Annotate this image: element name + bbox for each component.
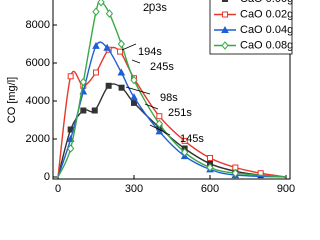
marker: [131, 99, 137, 106]
annotation: 245s: [150, 61, 174, 73]
plot-frame: [52, 0, 291, 180]
legend-label: CaO 0.08g: [240, 39, 293, 51]
annotation: 145s: [180, 133, 204, 145]
page: {"chart_data": {"type": "line", "y_label…: [5, 0, 296, 195]
y-tick-label: 2000: [26, 133, 50, 145]
marker: [130, 75, 138, 85]
y-tick-label: 0: [44, 171, 50, 183]
legend-marker: [222, 0, 228, 2]
annotation: 251s: [168, 107, 192, 119]
marker: [92, 7, 100, 16]
marker: [117, 48, 124, 55]
legend-marker: [221, 25, 229, 33]
y-axis-title: CO [mg/l]: [6, 77, 18, 123]
annotation: 203s: [143, 2, 167, 14]
y-tick-label: 6000: [26, 57, 50, 69]
marker: [97, 0, 105, 7]
marker: [118, 84, 125, 91]
annotation-arrow: [125, 86, 151, 95]
marker: [117, 39, 125, 49]
marker: [79, 77, 87, 87]
marker: [181, 137, 188, 144]
x-tick-label: 900: [277, 183, 295, 195]
legend-label: CaO 0.00g: [240, 0, 293, 5]
legend-label: CaO 0.02g: [240, 8, 293, 20]
marker: [231, 168, 239, 178]
marker: [67, 144, 75, 153]
annotation-arrow: [131, 59, 141, 64]
marker: [207, 155, 213, 161]
x-tick-label: 600: [201, 183, 219, 195]
annotation-arrow: [149, 124, 171, 136]
legend: CaO 0.00g CaO 0.02g CaO 0.04g CaO 0.08g: [209, 0, 293, 55]
chart: CO [mg/l] 0 2000 4000 6000 8000 0 300 600 900 203…: [6, 0, 295, 195]
marker: [206, 163, 214, 172]
legend-marker: [222, 11, 228, 18]
marker: [130, 93, 138, 101]
marker: [155, 127, 164, 135]
x-tick-label: 300: [125, 183, 143, 195]
marker: [67, 73, 74, 80]
marker: [105, 9, 114, 18]
annotation: 98s: [160, 92, 178, 104]
marker: [92, 41, 100, 49]
marker: [93, 69, 99, 76]
y-tick-label: 8000: [26, 19, 50, 31]
annotation-arrow: [121, 43, 137, 51]
marker: [181, 148, 189, 157]
marker: [156, 113, 163, 120]
marker: [91, 107, 98, 114]
marker: [80, 107, 87, 114]
legend-marker: [221, 41, 229, 50]
legend-label: CaO 0.04g: [240, 24, 293, 36]
marker: [103, 43, 111, 51]
annotation: 194s: [138, 46, 162, 58]
marker: [117, 68, 126, 76]
y-tick-label: 4000: [26, 95, 50, 107]
marker: [155, 119, 163, 129]
marker: [105, 82, 112, 89]
annotation-arrow: [144, 103, 159, 110]
x-tick-label: 0: [55, 183, 61, 195]
